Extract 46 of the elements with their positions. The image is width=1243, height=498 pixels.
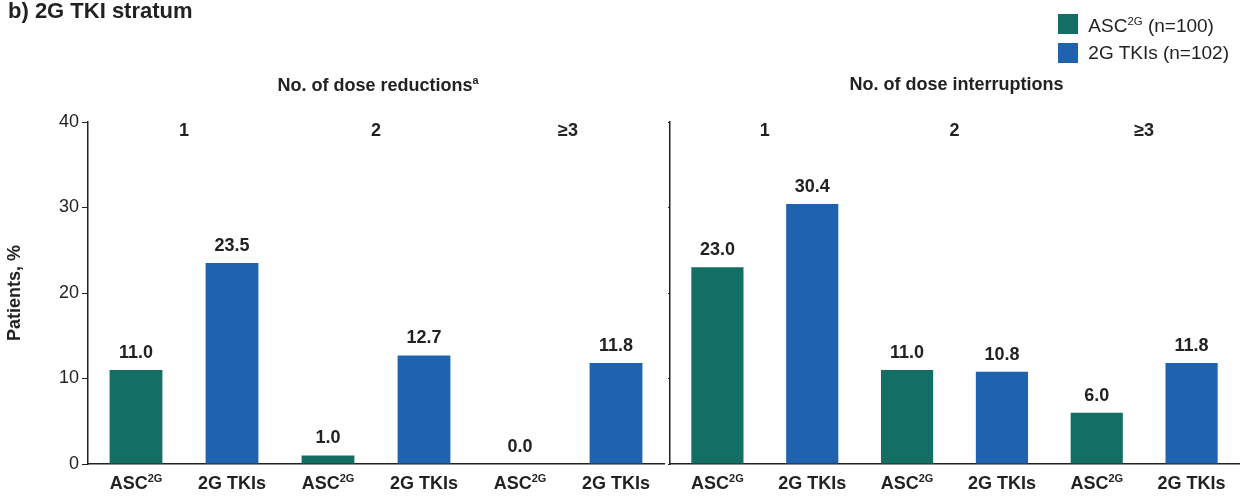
bar [881,369,934,464]
data-label: 11.8 [598,335,634,356]
y-tick-label: 10 [58,367,79,388]
x-tick-label: 2G TKIs [1157,473,1226,493]
data-label: 0.0 [507,436,533,456]
y-tick-label: 30 [58,196,79,217]
legend-label: ASC$^{2G}$ (n=100) [1088,14,1214,39]
bar [397,355,451,464]
data-label: 23.5 [214,235,250,256]
data-label: 6.0 [1084,384,1110,405]
data-label: 12.7 [406,327,442,348]
data-label: 23.0 [699,239,735,260]
bar [1165,363,1218,464]
bar [786,204,839,464]
x-tick-label: 2G TKIs [967,473,1036,493]
bar [109,369,163,464]
bar [589,363,643,464]
annotation: 2 [370,120,382,140]
chart-title: b) 2G TKI stratum [8,0,193,24]
bar [205,263,259,464]
y-axis-title: Patients, % [3,244,24,342]
annotation: ≥3 [1134,120,1155,140]
x-tick-label: 2G TKIs [581,473,651,493]
x-tick-label: 2G TKIs [778,473,847,493]
data-label: 11.8 [1174,335,1209,356]
data-label: 1.0 [315,427,341,448]
data-label: 10.8 [984,343,1020,364]
annotation: 1 [759,120,770,140]
chart-subtitle: No. of dose reductions$^{a}$ [276,74,480,96]
annotation: 1 [178,120,190,140]
y-tick-label: 20 [58,281,79,302]
annotation: 2 [949,120,960,140]
bar [975,371,1028,464]
data-label: 30.4 [794,176,830,197]
y-tick-label: 40 [58,110,79,131]
bar [301,455,355,464]
bar [1070,412,1123,464]
y-tick-label: 0 [68,452,79,473]
bar [691,267,744,464]
x-tick-label: 2G TKIs [389,473,459,493]
data-label: 11.0 [118,341,154,362]
legend-label: 2G TKIs (n=102) [1088,41,1229,66]
annotation: ≥3 [558,120,578,140]
data-label: 11.0 [890,341,925,362]
chart-subtitle: No. of dose interruptions [848,74,1065,95]
x-tick-label: 2G TKIs [197,473,267,493]
